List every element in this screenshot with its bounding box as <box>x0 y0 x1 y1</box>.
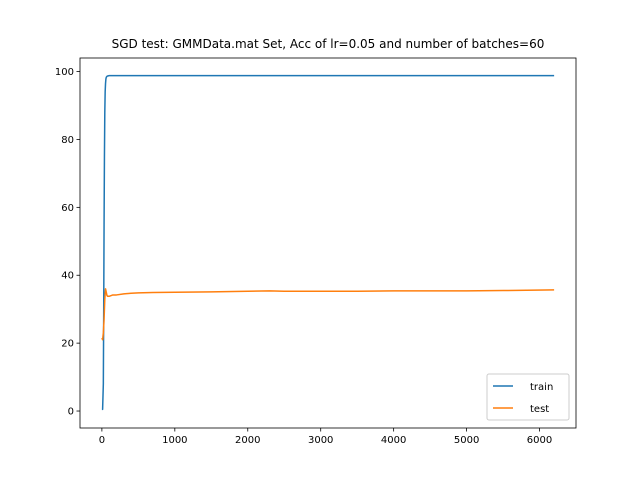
legend-label-train: train <box>530 382 553 393</box>
legend-label-test: test <box>530 404 549 415</box>
x-tick-label: 1000 <box>162 435 187 446</box>
x-tick-label: 0 <box>99 435 105 446</box>
chart-title: SGD test: GMMData.mat Set, Acc of lr=0.0… <box>112 37 545 51</box>
x-axis: 0 1000 2000 3000 4000 5000 6000 <box>99 428 552 446</box>
y-tick-label: 60 <box>61 203 74 214</box>
series-line-train <box>101 74 555 411</box>
series-layer <box>101 74 555 411</box>
y-tick-label: 100 <box>55 67 74 78</box>
legend: train test <box>486 373 570 421</box>
x-tick-label: 4000 <box>381 435 406 446</box>
y-axis: 0 20 40 60 80 100 <box>55 67 80 418</box>
x-tick-label: 2000 <box>235 435 260 446</box>
plot-frame <box>79 57 577 429</box>
y-tick-label: 40 <box>61 271 74 282</box>
legend-box <box>486 373 570 421</box>
y-tick-label: 80 <box>61 135 74 146</box>
series-line-test <box>101 288 555 341</box>
y-tick-label: 0 <box>68 407 74 418</box>
y-tick-label: 20 <box>61 339 74 350</box>
x-tick-label: 5000 <box>454 435 479 446</box>
x-tick-label: 6000 <box>527 435 552 446</box>
x-tick-label: 3000 <box>308 435 333 446</box>
